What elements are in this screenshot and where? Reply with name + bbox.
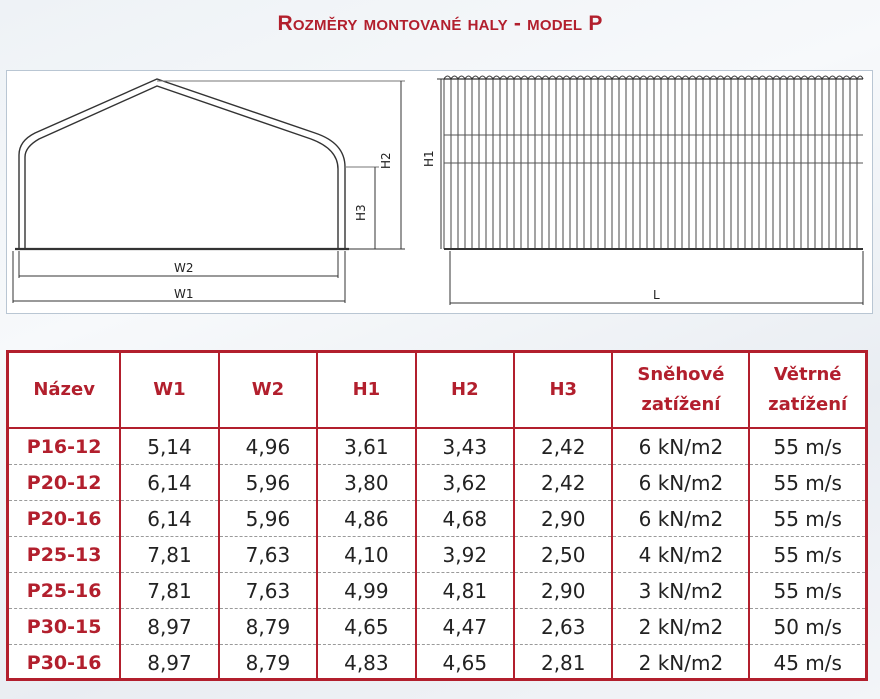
cell-vetrne-zatizeni: 55 m/s: [749, 572, 865, 609]
hall-drawing-panel: W2 W1 H2 H3 H1 L: [6, 70, 873, 314]
l-label: L: [653, 288, 660, 302]
cell-w2: 5,96: [218, 500, 319, 537]
cell-w1: 8,97: [120, 608, 220, 645]
front-view: [12, 78, 405, 303]
cell-vetrne-zatizeni: 55 m/s: [749, 536, 865, 573]
cell-h2: 4,65: [415, 644, 516, 680]
model-name-cell: P16-12: [9, 428, 122, 465]
w2-label: W2: [174, 261, 194, 275]
cell-snehove-zatizeni: 6 kN/m2: [612, 500, 751, 537]
table-row: P30-16 8,97 8,79 4,83 4,65 2,81 2 kN/m2 45 m/s: [9, 644, 865, 680]
cell-h2: 4,47: [415, 608, 516, 645]
page-title: Rozměry montované haly - model P: [277, 12, 603, 35]
table-row: P16-12 5,14 4,96 3,61 3,43 2,42 6 kN/m2 55 m/s: [9, 428, 865, 465]
model-name-cell: P20-16: [9, 500, 122, 537]
cell-snehove-zatizeni: 2 kN/m2: [612, 644, 751, 680]
cell-w2: 5,96: [218, 464, 319, 501]
model-name-cell: P30-15: [9, 608, 122, 645]
cell-h1: 4,83: [317, 644, 417, 680]
model-name-cell: P25-13: [9, 536, 122, 573]
cell-h2: 3,92: [415, 536, 516, 573]
w1-label: W1: [174, 287, 194, 301]
cell-h1: 3,61: [317, 428, 417, 465]
table-row: P25-16 7,81 7,63 4,99 4,81 2,90 3 kN/m2 55 m/s: [9, 572, 865, 609]
column-header-snehove-zatizeni: Sněhové zatížení: [612, 353, 751, 429]
cell-h1: 4,99: [317, 572, 417, 609]
cell-snehove-zatizeni: 3 kN/m2: [612, 572, 751, 609]
hall-dimension-drawing: W2 W1 H2 H3 H1 L: [12, 75, 864, 305]
cell-vetrne-zatizeni: 45 m/s: [773, 650, 842, 675]
cell-vetrne-zatizeni: 55 m/s: [749, 464, 865, 501]
cell-vetrne-zatizeni: 55 m/s: [749, 500, 865, 537]
cell-vetrne-zatizeni: 55 m/s: [749, 428, 865, 465]
cell-w2: 8,79: [218, 644, 319, 680]
cell-h3: 2,63: [514, 608, 614, 645]
table-row: P20-12 6,14 5,96 3,80 3,62 2,42 6 kN/m2 55 m/s: [9, 464, 865, 501]
column-header-w2: W2: [218, 353, 319, 429]
column-header-h2: H2: [415, 353, 516, 429]
column-header-nazev: Název: [9, 353, 122, 429]
cell-h1: 4,10: [317, 536, 417, 573]
h3-label: H3: [354, 204, 368, 221]
cell-w2: 7,63: [218, 572, 319, 609]
dimensions-table: Název W1 W2 H1 H2 H3 Sněhové zatížení Větrné za…: [9, 353, 865, 680]
column-header-h1: H1: [317, 353, 417, 429]
cell-h3: 2,90: [514, 500, 614, 537]
cell-w2: 8,79: [218, 608, 319, 645]
cell-h1: 4,86: [317, 500, 417, 537]
column-header-h3: H3: [514, 353, 614, 429]
cell-h1: 3,80: [317, 464, 417, 501]
model-name-cell: P25-16: [9, 572, 122, 609]
cell-w2: 7,63: [218, 536, 319, 573]
cell-h3: 2,50: [514, 536, 614, 573]
side-view: [437, 75, 864, 305]
cell-w1: 6,14: [120, 500, 220, 537]
cell-snehove-zatizeni: 4 kN/m2: [612, 536, 751, 573]
cell-h3: 2,81: [514, 644, 614, 680]
h1-label: H1: [422, 150, 436, 167]
h2-label: H2: [379, 152, 393, 169]
model-name-cell: P30-16: [9, 644, 122, 680]
cell-w2: 4,96: [218, 428, 319, 465]
table-header-row: Název W1 W2 H1 H2 H3 Sněhové zatížení Větrné za…: [9, 353, 865, 429]
cell-w1: 8,97: [120, 644, 220, 680]
cell-w1: 7,81: [120, 572, 220, 609]
cell-w1: 7,81: [120, 536, 220, 573]
cell-h2: 3,62: [415, 464, 516, 501]
cell-snehove-zatizeni: 6 kN/m2: [612, 464, 751, 501]
cell-h3: 2,42: [514, 464, 614, 501]
cell-h3: 2,42: [514, 428, 614, 465]
table-row: P30-15 8,97 8,79 4,65 4,47 2,63 2 kN/m2 50 m/s: [9, 608, 865, 645]
cell-w1: 6,14: [120, 464, 220, 501]
table-row: P25-13 7,81 7,63 4,10 3,92 2,50 4 kN/m2 55 m/s: [9, 536, 865, 573]
table-row: P20-16 6,14 5,96 4,86 4,68 2,90 6 kN/m2 55 m/s: [9, 500, 865, 537]
column-header-w1: W1: [120, 353, 220, 429]
cell-h2: 3,43: [415, 428, 516, 465]
model-name-cell: P20-12: [9, 464, 122, 501]
cell-h1: 4,65: [317, 608, 417, 645]
cell-h2: 4,68: [415, 500, 516, 537]
cell-w1: 5,14: [120, 428, 220, 465]
dimensions-table-wrapper: Název W1 W2 H1 H2 H3 Sněhové zatížení Větrné za…: [6, 350, 868, 681]
cell-h3: 2,90: [514, 572, 614, 609]
cell-snehove-zatizeni: 2 kN/m2: [612, 608, 751, 645]
cell-vetrne-zatizeni: 50 m/s: [749, 608, 865, 645]
cell-snehove-zatizeni: 6 kN/m2: [612, 428, 751, 465]
cell-h2: 4,81: [415, 572, 516, 609]
column-header-vetrne-zatizeni: Větrné zatížení: [749, 353, 865, 429]
